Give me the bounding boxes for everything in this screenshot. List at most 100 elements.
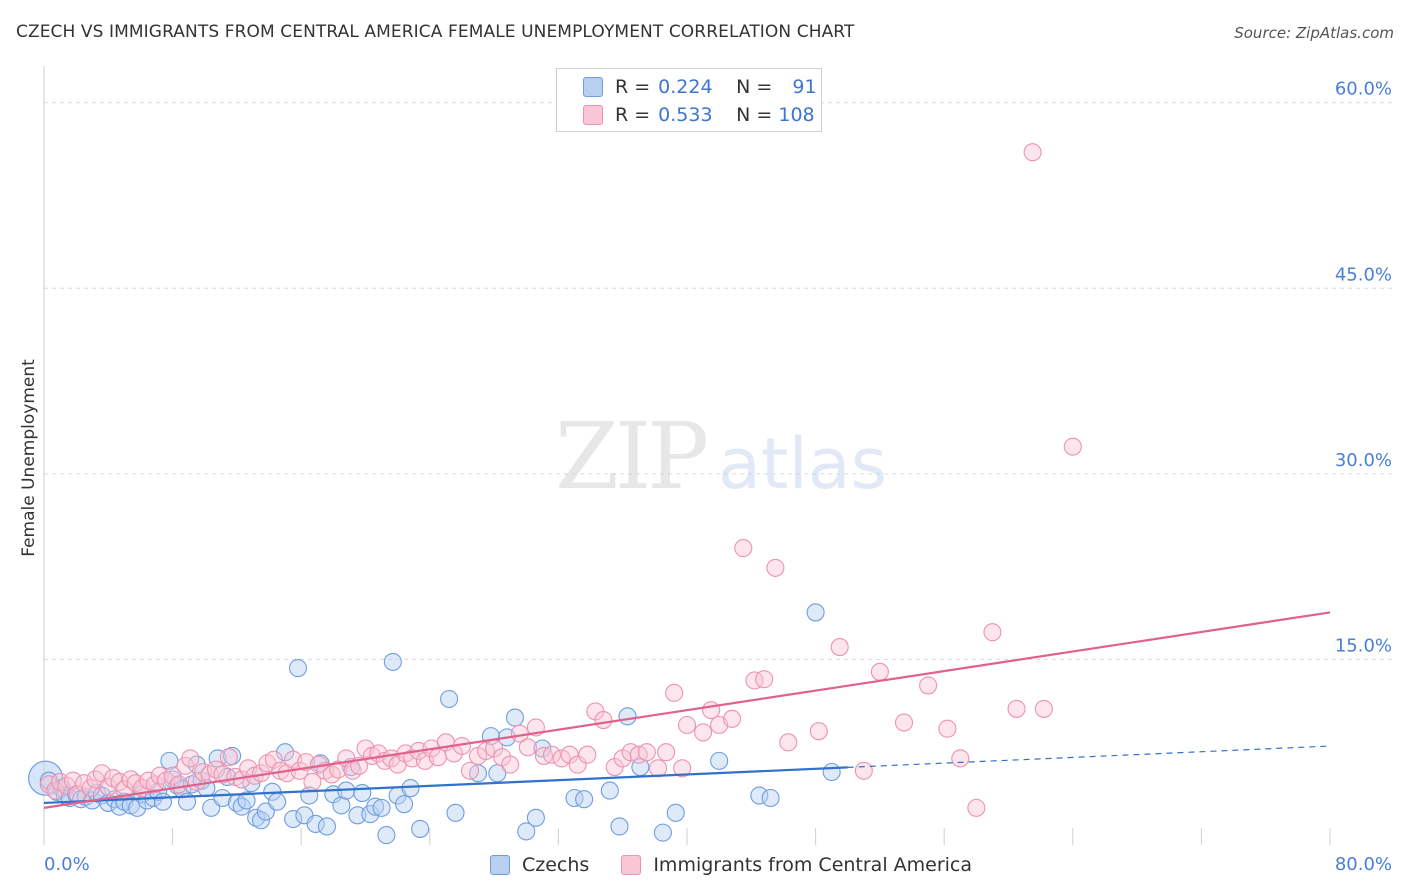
immigrant-point (755, 670, 774, 689)
legend-r-label: R = (615, 76, 651, 98)
legend-swatch-czechs (583, 77, 603, 97)
immigrant-point (145, 775, 164, 794)
immigrant-point (81, 779, 100, 798)
immigrant-point (542, 745, 562, 764)
immigrant-point (1007, 699, 1026, 718)
chart-title: CZECH VS IMMIGRANTS FROM CENTRAL AMERICA… (16, 22, 855, 42)
series-immigrants (39, 143, 1082, 817)
x-tick-label: 0.0% (44, 854, 90, 875)
legend-n-label: N = (736, 104, 773, 126)
chart-source: Source: ZipAtlas.com (1234, 24, 1394, 42)
bottom-legend-immigrants: Immigrants from Central America (621, 854, 972, 876)
czech-point (411, 819, 430, 838)
watermark-zip: ZIP (555, 403, 706, 510)
immigrant-point (99, 777, 118, 796)
immigrant-point (677, 715, 697, 735)
legend-row-czechs: R = 0.224 N = 91 (557, 73, 817, 101)
czech-point (353, 783, 372, 803)
immigrant-point (766, 558, 785, 577)
immigrant-point (745, 671, 764, 690)
immigrant-point (264, 750, 283, 769)
immigrant-point (894, 713, 914, 732)
czech-point (213, 788, 232, 808)
immigrant-point (854, 761, 873, 780)
y-tick-label: 45.0% (1335, 264, 1392, 285)
czech-point (565, 788, 584, 808)
immigrant-point (983, 623, 1002, 642)
immigrant-point (594, 711, 613, 730)
immigrant-point (830, 638, 849, 657)
czech-point (395, 795, 414, 814)
y-tick-label: 30.0% (1335, 450, 1392, 471)
legend-r-value-czechs: 0.224 (658, 76, 713, 98)
immigrant-point (460, 761, 480, 780)
immigrant-point (673, 759, 692, 778)
czech-point (653, 823, 672, 842)
bottom-legend-label-immigrants: Immigrants from Central America (653, 854, 973, 876)
czech-point (232, 797, 251, 816)
czech-point (348, 806, 367, 825)
immigrant-point (967, 798, 986, 817)
immigrant-point (637, 743, 656, 762)
czech-point (761, 788, 780, 808)
bottom-legend-label-czechs: Czechs (522, 854, 590, 876)
czech-point (317, 817, 336, 836)
czech-trend-line-extension (847, 745, 1331, 768)
czech-point (247, 808, 266, 827)
czech-point (806, 603, 825, 622)
bottom-legend: Czechs Immigrants from Central America (490, 850, 1004, 880)
czech-point (600, 781, 619, 800)
czech-point (440, 689, 459, 709)
immigrant-point (578, 745, 597, 764)
czech-point (575, 790, 594, 809)
czech-point (446, 803, 465, 822)
immigrant-point (169, 775, 189, 794)
y-axis-label: Female Unemployment (19, 359, 39, 557)
czech-point (533, 739, 552, 758)
immigrant-point (501, 755, 520, 774)
czech-point (750, 786, 769, 805)
immigrant-point (938, 719, 957, 738)
y-tick-label: 15.0% (1335, 635, 1392, 656)
legend-r-value-immigrants: 0.533 (658, 104, 713, 126)
immigrant-point (657, 743, 676, 762)
immigrant-point (734, 539, 753, 558)
legend-swatch-immigrants (583, 105, 603, 125)
czech-point (366, 797, 385, 816)
immigrant-point (219, 748, 238, 767)
bottom-legend-czechs: Czechs (490, 854, 589, 876)
czech-point (372, 798, 391, 817)
czech-point (610, 817, 629, 836)
czech-point (237, 791, 256, 810)
czech-trend-line (43, 766, 848, 805)
bottom-legend-swatch-immigrants (621, 855, 642, 875)
czech-point (666, 803, 685, 822)
immigrant-point (568, 755, 587, 774)
czech-point (822, 762, 841, 782)
legend-n-label: N = (736, 76, 773, 98)
watermark: ZIP atlas (555, 403, 887, 510)
x-tick-label: 80.0% (1335, 854, 1392, 875)
immigrant-point (518, 738, 537, 757)
immigrant-point (428, 748, 447, 767)
czech-point (306, 814, 325, 834)
immigrant-point (63, 771, 82, 790)
legend-n-value-czechs: 91 (792, 76, 817, 98)
legend: R = 0.224 N = 91 R = 0.533 N = 108 (556, 68, 822, 132)
immigrant-point (665, 683, 684, 702)
watermark-atlas: atlas (718, 423, 887, 505)
czech-point (383, 652, 402, 671)
czech-point (710, 751, 729, 770)
czech-point (160, 751, 179, 770)
immigrant-point (115, 780, 134, 799)
legend-n-value-immigrants: 108 (778, 104, 815, 126)
bottom-legend-swatch-czechs (490, 855, 510, 875)
czech-point (153, 792, 173, 811)
immigrant-point (1034, 699, 1053, 718)
immigrant-point (181, 749, 200, 768)
tick-labels: 15.0% 30.0% 45.0% 60.0% 0.0% 80.0% (44, 79, 1392, 875)
trend-lines (43, 611, 1331, 809)
axes (43, 66, 1331, 845)
czech-point (526, 808, 545, 827)
